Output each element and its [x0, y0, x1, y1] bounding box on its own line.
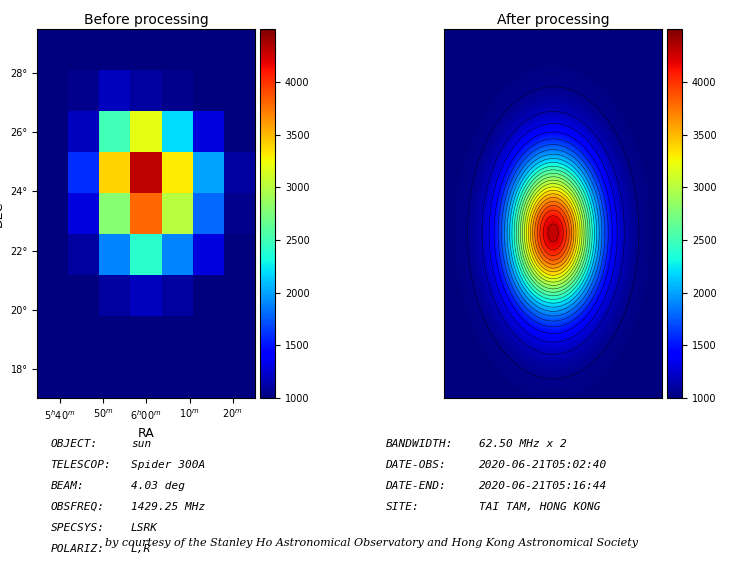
Text: TELESCOP:: TELESCOP:	[51, 460, 112, 470]
Text: LSRK: LSRK	[131, 523, 158, 533]
Text: 62.50 MHz x 2: 62.50 MHz x 2	[479, 439, 567, 449]
Text: 4.03 deg: 4.03 deg	[131, 481, 185, 491]
Text: 1429.25 MHz: 1429.25 MHz	[131, 502, 205, 512]
Text: sun: sun	[131, 439, 151, 449]
Text: SITE:: SITE:	[385, 502, 419, 512]
Title: After processing: After processing	[497, 13, 609, 27]
Text: 2020-06-21T05:16:44: 2020-06-21T05:16:44	[479, 481, 607, 491]
Text: BANDWIDTH:: BANDWIDTH:	[385, 439, 453, 449]
Title: Before processing: Before processing	[84, 13, 208, 27]
Y-axis label: DEC: DEC	[0, 200, 4, 227]
Text: DATE-END:: DATE-END:	[385, 481, 446, 491]
Text: TAI TAM, HONG KONG: TAI TAM, HONG KONG	[479, 502, 600, 512]
Text: OBJECT:: OBJECT:	[51, 439, 98, 449]
Text: by courtesy of the Stanley Ho Astronomical Observatory and Hong Kong Astronomica: by courtesy of the Stanley Ho Astronomic…	[106, 538, 638, 548]
Text: L,R: L,R	[131, 544, 151, 554]
Text: Spider 300A: Spider 300A	[131, 460, 205, 470]
Text: SPECSYS:: SPECSYS:	[51, 523, 105, 533]
Text: 2020-06-21T05:02:40: 2020-06-21T05:02:40	[479, 460, 607, 470]
Text: DATE-OBS:: DATE-OBS:	[385, 460, 446, 470]
Text: OBSFREQ:: OBSFREQ:	[51, 502, 105, 512]
X-axis label: RA: RA	[138, 427, 155, 440]
Text: BEAM:: BEAM:	[51, 481, 84, 491]
Text: POLARIZ:: POLARIZ:	[51, 544, 105, 554]
